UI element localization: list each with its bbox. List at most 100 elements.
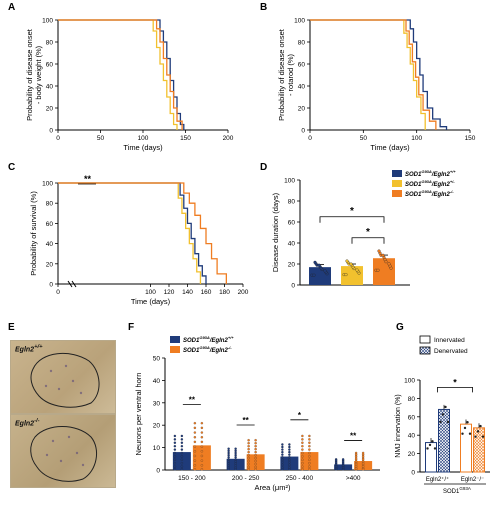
x-axis-label: Time (days): [131, 297, 171, 306]
data-point: [301, 448, 304, 451]
data-point: [361, 465, 365, 468]
data-point: [428, 443, 432, 447]
data-point: [341, 460, 345, 463]
data-point: [474, 435, 477, 438]
x-tick-label: 150: [180, 135, 191, 142]
y-tick-label: 40: [46, 241, 54, 248]
data-point: [288, 463, 291, 467]
data-point: [200, 454, 204, 458]
data-point: [200, 464, 204, 467]
group-label: SOD1G93A: [443, 486, 471, 495]
significance-star: *: [453, 377, 457, 387]
significance-bracket: [351, 237, 385, 244]
x-tick-label: 0: [308, 135, 312, 142]
data-point: [301, 444, 304, 448]
x-tick-label: >400: [346, 475, 361, 482]
ventral-horn-outline-wt: [30, 352, 100, 408]
significance-bracket: [437, 386, 473, 393]
data-point: [173, 438, 177, 441]
data-point: [308, 455, 311, 458]
data-point: [354, 453, 358, 456]
data-point: [193, 445, 197, 448]
data-point: [288, 456, 291, 459]
data-point: [254, 468, 257, 471]
data-point: [234, 462, 237, 465]
data-point: [426, 447, 429, 450]
x-tick-label: 50: [360, 135, 368, 142]
x-tick-label: 100: [138, 135, 149, 142]
y-axis-label: Neurons per ventral horn: [134, 373, 143, 456]
data-point: [361, 461, 365, 465]
data-point: [281, 453, 284, 456]
data-point: [180, 438, 184, 441]
y-tick-label: 20: [46, 106, 54, 113]
bar-denervated: [473, 427, 485, 473]
significance-star: *: [366, 227, 370, 238]
data-point: [193, 454, 197, 458]
x-tick-label: 120: [164, 289, 175, 296]
survival-curve-het: [310, 19, 426, 130]
data-point: [247, 441, 250, 445]
data-point: [200, 459, 204, 462]
data-point: [334, 467, 338, 471]
panel-letter-d: D: [260, 162, 267, 173]
y-axis-label: NMJ innervation (%): [395, 394, 402, 457]
data-point: [281, 448, 284, 451]
legend-label: SOD1G93A/Egln2-/-: [405, 189, 454, 198]
data-point: [361, 455, 365, 458]
data-point: [281, 450, 284, 454]
survival-curve-het: [58, 182, 202, 284]
data-point: [247, 447, 250, 451]
data-point: [193, 440, 197, 444]
data-point: [308, 441, 311, 444]
y-tick-label: 20: [408, 451, 416, 458]
x-tick-label: Egln2⁺/⁺: [426, 476, 449, 483]
data-point: [463, 426, 467, 430]
data-point: [200, 431, 204, 434]
data-point: [200, 436, 204, 439]
y-tick-label: 0: [301, 128, 305, 135]
legend-swatch-innervated: [419, 335, 431, 344]
data-point: [173, 458, 177, 461]
data-point: [200, 421, 204, 425]
data-point: [301, 455, 304, 458]
data-point: [341, 466, 345, 470]
legend-label: SOD1G93A/Egln2+/-: [405, 179, 455, 188]
data-point: [227, 449, 230, 453]
x-axis-label: Time (days): [123, 143, 163, 152]
x-tick-label: 200: [238, 289, 249, 296]
data-point: [308, 434, 311, 438]
panel-letter-a: A: [8, 2, 15, 13]
data-point: [254, 459, 257, 463]
data-point: [247, 450, 250, 454]
data-point: [200, 426, 204, 430]
data-point: [247, 444, 250, 448]
data-point: [387, 262, 391, 266]
legend-label: SOD1G93A/Egln2+/+: [183, 335, 234, 344]
y-axis-label: Probability of disease onset- rotarod (%…: [277, 28, 295, 121]
legend-label-innervated: Innervated: [434, 337, 465, 344]
panel-b-kaplan-meier-rotarod: 0 20 40 60 80 100 0 50 100 150 Time (days) Probabil…: [277, 18, 476, 153]
significance-bracket: [319, 216, 385, 223]
data-point: [354, 463, 358, 467]
panel-d-disease-duration-bar-chart: 0 20 40 60 80 100 Disease duration (days) * * SOD…: [271, 169, 456, 290]
data-point: [349, 262, 353, 266]
data-point: [234, 460, 237, 463]
survival-curve-wt: [310, 19, 448, 130]
data-point: [431, 440, 434, 443]
data-point: [308, 458, 311, 461]
y-tick-label: 20: [46, 261, 54, 268]
data-point: [234, 449, 237, 453]
significance-star: **: [243, 416, 250, 425]
data-point: [247, 439, 250, 442]
axis-break-mark: [67, 280, 73, 288]
data-point: [254, 447, 257, 451]
y-tick-label: 40: [288, 241, 296, 248]
bar-ko: [300, 452, 319, 470]
survival-curve-ko: [310, 19, 437, 130]
data-point: [354, 460, 358, 463]
bar-denervated: [438, 408, 450, 473]
y-axis-label: Probability of disease onset- body weigh…: [25, 28, 43, 121]
micrograph-label-wt: Egln2+/+: [15, 344, 43, 354]
